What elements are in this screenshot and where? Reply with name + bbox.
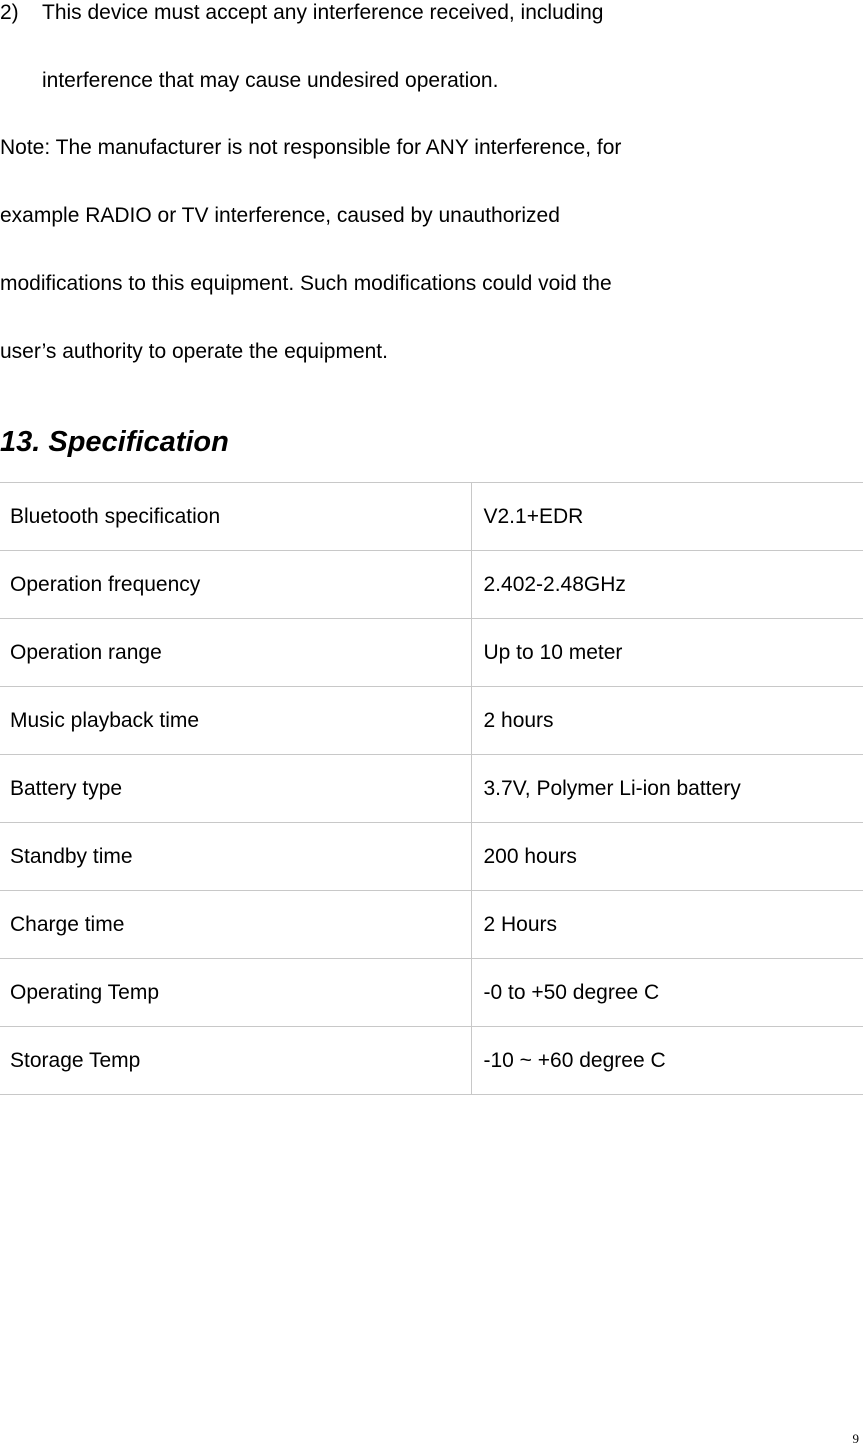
- table-row: Standby time 200 hours: [0, 822, 863, 891]
- spec-value: 2.402-2.48GHz: [471, 550, 863, 619]
- section-heading: 13. Specification: [0, 426, 229, 458]
- note-line: user’s authority to operate the equipmen…: [0, 340, 388, 363]
- spec-key: Operation frequency: [0, 550, 472, 619]
- table-row: Operation frequency 2.402-2.48GHz: [0, 550, 863, 619]
- list-text-line: interference that may cause undesired op…: [42, 69, 499, 92]
- spec-key: Operation range: [0, 618, 472, 687]
- spec-key: Battery type: [0, 754, 472, 823]
- table-row: Storage Temp -10 ~ +60 degree C: [0, 1026, 863, 1095]
- table-row: Operation range Up to 10 meter: [0, 618, 863, 687]
- spec-value: -0 to +50 degree C: [471, 958, 863, 1027]
- spec-value: 2 hours: [471, 686, 863, 755]
- spec-value: Up to 10 meter: [471, 618, 863, 687]
- spec-value: V2.1+EDR: [471, 482, 863, 551]
- spec-table: Bluetooth specification V2.1+EDR Operation…: [0, 482, 863, 1095]
- spec-key: Storage Temp: [0, 1026, 472, 1095]
- note-line: modifications to this equipment. Such mo…: [0, 272, 612, 295]
- spec-key: Bluetooth specification: [0, 482, 472, 551]
- spec-value: -10 ~ +60 degree C: [471, 1026, 863, 1095]
- list-text-line: This device must accept any interference…: [42, 1, 604, 24]
- table-row: Operating Temp -0 to +50 degree C: [0, 958, 863, 1027]
- table-row: Music playback time 2 hours: [0, 686, 863, 755]
- list-number: 2): [0, 1, 19, 24]
- page-number: 9: [852, 1431, 860, 1446]
- table-row: Charge time 2 Hours: [0, 890, 863, 959]
- note-line: example RADIO or TV interference, caused…: [0, 204, 560, 227]
- spec-value: 200 hours: [471, 822, 863, 891]
- spec-key: Standby time: [0, 822, 472, 891]
- spec-value: 3.7V, Polymer Li-ion battery: [471, 754, 863, 823]
- spec-value: 2 Hours: [471, 890, 863, 959]
- spec-key: Operating Temp: [0, 958, 472, 1027]
- spec-key: Music playback time: [0, 686, 472, 755]
- spec-key: Charge time: [0, 890, 472, 959]
- table-row: Bluetooth specification V2.1+EDR: [0, 482, 863, 551]
- note-line: Note: The manufacturer is not responsibl…: [0, 136, 622, 159]
- table-row: Battery type 3.7V, Polymer Li-ion battery: [0, 754, 863, 823]
